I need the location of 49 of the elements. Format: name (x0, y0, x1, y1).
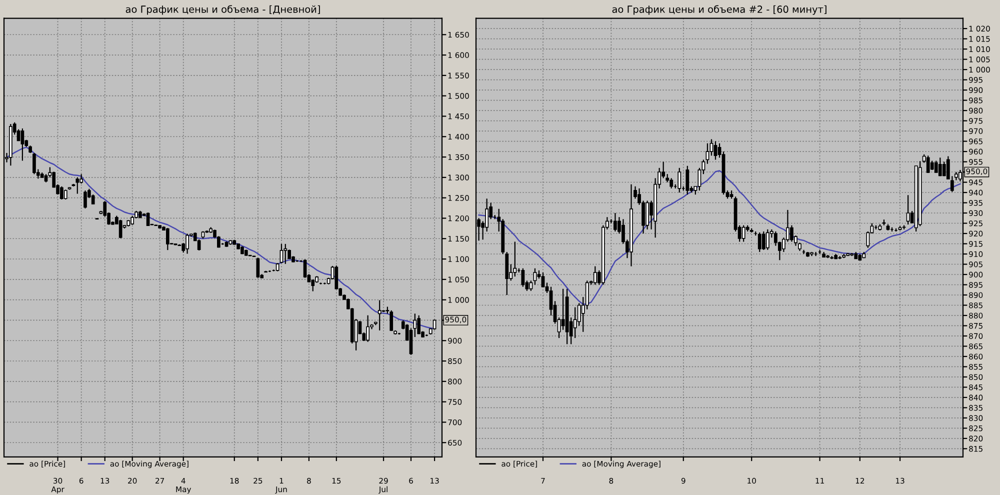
candlestick (678, 167, 682, 194)
candlestick (930, 160, 934, 171)
candlestick (529, 280, 533, 292)
candlestick (573, 306, 577, 339)
candlestick (906, 194, 910, 226)
candlestick (186, 233, 189, 254)
candlestick (742, 224, 746, 242)
candlestick (762, 230, 766, 250)
chart-title: ао График цены и объема - [Дневной] (126, 5, 320, 15)
candlestick (521, 268, 525, 288)
candlestick (646, 200, 649, 230)
candlestick (80, 174, 83, 184)
candlestick (533, 268, 537, 286)
candlestick (613, 212, 617, 232)
candlestick (118, 219, 122, 239)
candlestick (60, 186, 64, 200)
candlestick (758, 232, 762, 252)
candlestick (84, 190, 87, 209)
candlestick (256, 257, 260, 278)
candlestick (513, 241, 517, 278)
candlestick (585, 280, 589, 310)
candlestick (942, 161, 946, 177)
candlestick (284, 243, 288, 264)
candlestick (417, 314, 421, 335)
candlestick (311, 278, 315, 292)
candlestick (593, 266, 597, 286)
candlestick (561, 288, 565, 330)
candlestick (790, 224, 794, 242)
candlestick (303, 258, 307, 278)
candlestick (390, 310, 394, 332)
candlestick (280, 243, 284, 264)
candlestick (934, 160, 938, 174)
candlestick (710, 138, 714, 156)
candlestick (64, 189, 68, 200)
candlestick (766, 228, 770, 250)
candlestick (686, 165, 690, 196)
candlestick (166, 227, 170, 251)
candlestick (938, 157, 942, 177)
candlestick (91, 194, 95, 204)
candlestick (670, 178, 674, 189)
chart-title: ао График цены и объема #2 - [60 минут] (612, 5, 826, 15)
candlestick (366, 314, 370, 342)
candlestick (706, 142, 710, 164)
candlestick (926, 155, 930, 174)
candlestick (20, 128, 24, 162)
candlestick (32, 152, 36, 175)
candlestick (378, 300, 382, 331)
candlestick (76, 176, 80, 194)
candlestick (146, 212, 150, 227)
